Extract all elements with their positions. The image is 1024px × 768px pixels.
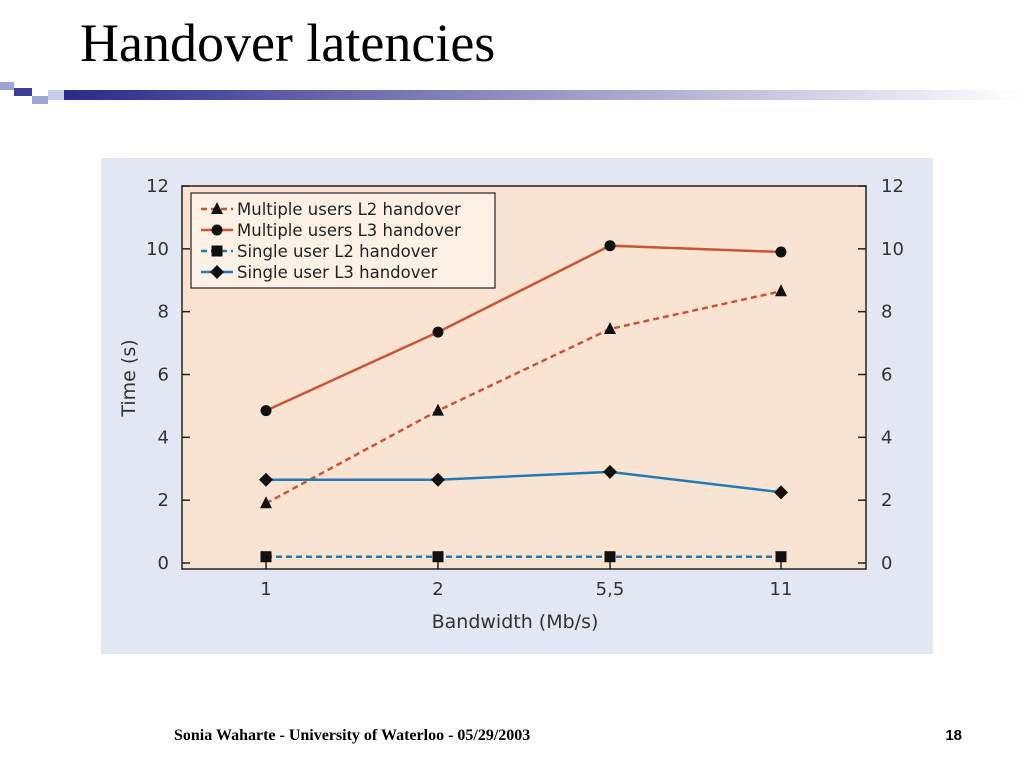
y-tick-label-right: 6 xyxy=(881,365,892,386)
title-decoration-bar xyxy=(0,82,1024,104)
triangle-marker xyxy=(604,321,616,334)
y-tick-label-right: 10 xyxy=(881,239,904,260)
slide-title: Handover latencies xyxy=(80,13,496,73)
diamond-marker xyxy=(259,472,273,487)
y-tick-label-left: 6 xyxy=(158,365,169,386)
y-tick-label-right: 8 xyxy=(881,302,892,323)
y-tick-label-left: 10 xyxy=(146,239,169,260)
series-2 xyxy=(260,551,787,563)
diamond-marker xyxy=(774,485,788,500)
legend-label: Multiple users L3 handover xyxy=(237,221,461,240)
triangle-marker xyxy=(775,284,787,297)
y-tick-label-left: 8 xyxy=(158,302,169,323)
square-marker xyxy=(260,551,272,563)
diamond-marker xyxy=(603,464,617,479)
square-marker xyxy=(604,551,616,563)
x-tick-label: 2 xyxy=(432,579,443,600)
series-1 xyxy=(260,240,787,417)
circle-marker xyxy=(432,326,444,338)
series-line xyxy=(265,244,782,412)
footer-text: Sonia Waharte - University of Waterloo -… xyxy=(174,727,531,744)
x-tick-label: 1 xyxy=(260,579,271,600)
y-tick-label-left: 12 xyxy=(146,176,169,197)
circle-marker xyxy=(775,246,787,258)
y-tick-label-right: 12 xyxy=(881,176,904,197)
circle-marker xyxy=(604,240,616,252)
legend-box xyxy=(190,192,496,289)
square-marker xyxy=(211,245,223,257)
legend-label: Single user L2 handover xyxy=(237,242,438,261)
y-tick-label-right: 2 xyxy=(881,490,892,511)
y-tick-label-right: 4 xyxy=(881,427,892,448)
legend-label: Single user L3 handover xyxy=(237,263,438,282)
x-tick-label: 5,5 xyxy=(596,579,625,600)
triangle-marker xyxy=(260,496,272,509)
series-line xyxy=(266,470,782,494)
y-tick-label-left: 2 xyxy=(158,490,169,511)
circle-marker xyxy=(260,405,272,417)
triangle-marker xyxy=(432,403,444,416)
legend-label: Multiple users L2 handover xyxy=(237,200,461,219)
y-axis-label: Time (s) xyxy=(118,339,140,417)
square-marker xyxy=(432,551,444,563)
triangle-marker xyxy=(211,202,223,214)
series-3 xyxy=(259,464,788,500)
series-line xyxy=(265,290,782,505)
page-number: 18 xyxy=(945,727,962,744)
circle-marker xyxy=(211,224,223,236)
y-tick-label-left: 0 xyxy=(158,553,169,574)
chart-panel: 0 0 2 2 4 4 6 6 8 8 10 10 12 12 1 2 5,5 11 Multiple users… xyxy=(101,158,933,654)
y-tick-label-right: 0 xyxy=(881,553,892,574)
legend: Multiple users L2 handover Multiple users… xyxy=(190,192,496,289)
x-axis-label: Bandwidth (Mb/s) xyxy=(432,611,599,633)
diamond-marker xyxy=(431,472,445,487)
series-0 xyxy=(260,284,787,509)
square-marker xyxy=(775,551,787,563)
y-tick-label-left: 4 xyxy=(158,427,169,448)
diamond-marker xyxy=(210,265,224,279)
x-tick-label: 11 xyxy=(770,579,793,600)
